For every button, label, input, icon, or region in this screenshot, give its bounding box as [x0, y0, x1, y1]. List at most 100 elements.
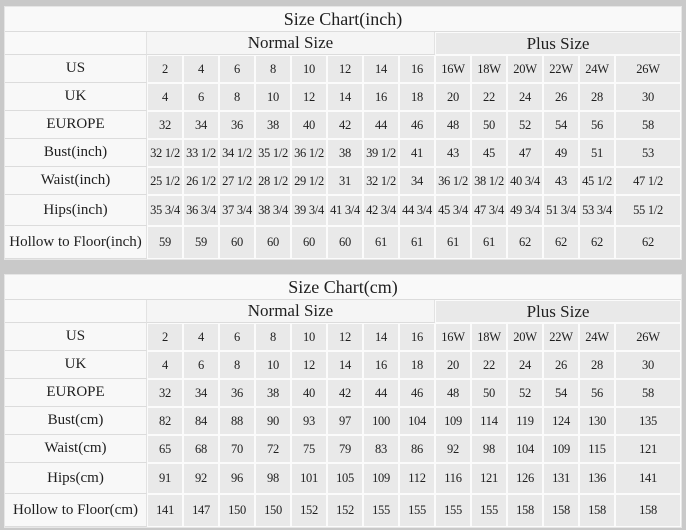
table-cell: 61 [363, 226, 399, 259]
table-cell: 20 [435, 351, 471, 379]
table-title: Size Chart(cm) [5, 275, 681, 300]
table-cell: 97 [327, 407, 363, 435]
table-cell: 28 [579, 351, 615, 379]
table-cell: 43 [543, 167, 579, 195]
table-cell: 104 [507, 435, 543, 463]
table-cell: 47 [507, 139, 543, 167]
table-cell: 41 [399, 139, 435, 167]
table-cell: 45 1/2 [579, 167, 615, 195]
row-label: UK [5, 83, 147, 111]
table-cell: 35 3/4 [147, 195, 183, 226]
table-cell: 36 1/2 [435, 167, 471, 195]
table-cell: 62 [507, 226, 543, 259]
group-header-normal-size: Normal Size [147, 32, 435, 55]
table-cell: 38 [327, 139, 363, 167]
table-cell: 98 [471, 435, 507, 463]
table-cell: 6 [219, 323, 255, 351]
table-cell: 22 [471, 83, 507, 111]
table-cell: 32 [147, 379, 183, 407]
table-cell: 4 [183, 55, 219, 83]
row-label: Waist(cm) [5, 435, 147, 463]
table-cell: 39 3/4 [291, 195, 327, 226]
table-cell: 12 [291, 351, 327, 379]
row-label: Hips(inch) [5, 195, 147, 226]
row-label: Hollow to Floor(cm) [5, 494, 147, 527]
table-cell: 14 [363, 323, 399, 351]
table-cell: 93 [291, 407, 327, 435]
table-cell: 36 [219, 111, 255, 139]
table-cell: 48 [435, 111, 471, 139]
table-cell: 39 1/2 [363, 139, 399, 167]
table-cell: 36 3/4 [183, 195, 219, 226]
table-cell: 41 3/4 [327, 195, 363, 226]
table-cell: 150 [219, 494, 255, 527]
table-cell: 54 [543, 379, 579, 407]
table-cell: 26 [543, 83, 579, 111]
table-cell: 26 1/2 [183, 167, 219, 195]
table-cell: 36 [219, 379, 255, 407]
table-cell: 53 3/4 [579, 195, 615, 226]
table-title: Size Chart(inch) [5, 7, 681, 32]
table-cell: 34 [183, 111, 219, 139]
table-cell: 20W [507, 55, 543, 83]
table-cell: 47 1/2 [615, 167, 681, 195]
table-cell: 75 [291, 435, 327, 463]
table-cell: 10 [255, 351, 291, 379]
table-cell: 6 [219, 55, 255, 83]
table-cell: 25 1/2 [147, 167, 183, 195]
row-label: EUROPE [5, 379, 147, 407]
table-cell: 59 [147, 226, 183, 259]
table-cell: 22W [543, 323, 579, 351]
row-label: Bust(inch) [5, 139, 147, 167]
table-cell: 16W [435, 55, 471, 83]
table-cell: 14 [327, 351, 363, 379]
table-cell: 60 [291, 226, 327, 259]
table-cell: 38 [255, 111, 291, 139]
table-cell: 150 [255, 494, 291, 527]
table-cell: 32 [147, 111, 183, 139]
table-cell: 141 [147, 494, 183, 527]
table-cell: 152 [327, 494, 363, 527]
table-cell: 12 [327, 323, 363, 351]
table-cell: 18 [399, 83, 435, 111]
corner-cell [5, 32, 147, 55]
table-cell: 30 [615, 351, 681, 379]
table-cell: 131 [543, 463, 579, 494]
table-cell: 52 [507, 379, 543, 407]
table-cell: 83 [363, 435, 399, 463]
table-cell: 55 1/2 [615, 195, 681, 226]
table-cell: 34 1/2 [219, 139, 255, 167]
table-cell: 60 [219, 226, 255, 259]
table-cell: 56 [579, 379, 615, 407]
table-cell: 16W [435, 323, 471, 351]
table-cell: 53 [615, 139, 681, 167]
table-cell: 48 [435, 379, 471, 407]
table-cell: 32 1/2 [363, 167, 399, 195]
table-cell: 116 [435, 463, 471, 494]
table-cell: 31 [327, 167, 363, 195]
table-cell: 14 [327, 83, 363, 111]
table-cell: 34 [183, 379, 219, 407]
row-label: US [5, 55, 147, 83]
table-cell: 101 [291, 463, 327, 494]
table-cell: 58 [615, 379, 681, 407]
table-cell: 68 [183, 435, 219, 463]
table-cell: 42 [327, 111, 363, 139]
table-cell: 51 [579, 139, 615, 167]
table-cell: 70 [219, 435, 255, 463]
table-cell: 155 [363, 494, 399, 527]
table-cell: 158 [579, 494, 615, 527]
table-cell: 84 [183, 407, 219, 435]
table-cell: 58 [615, 111, 681, 139]
table-cell: 141 [615, 463, 681, 494]
table-cell: 96 [219, 463, 255, 494]
table-cell: 16 [399, 323, 435, 351]
table-cell: 24 [507, 83, 543, 111]
table-cell: 38 3/4 [255, 195, 291, 226]
table-cell: 20W [507, 323, 543, 351]
table-cell: 32 1/2 [147, 139, 183, 167]
table-cell: 92 [435, 435, 471, 463]
table-cell: 18W [471, 55, 507, 83]
table-cell: 26W [615, 55, 681, 83]
